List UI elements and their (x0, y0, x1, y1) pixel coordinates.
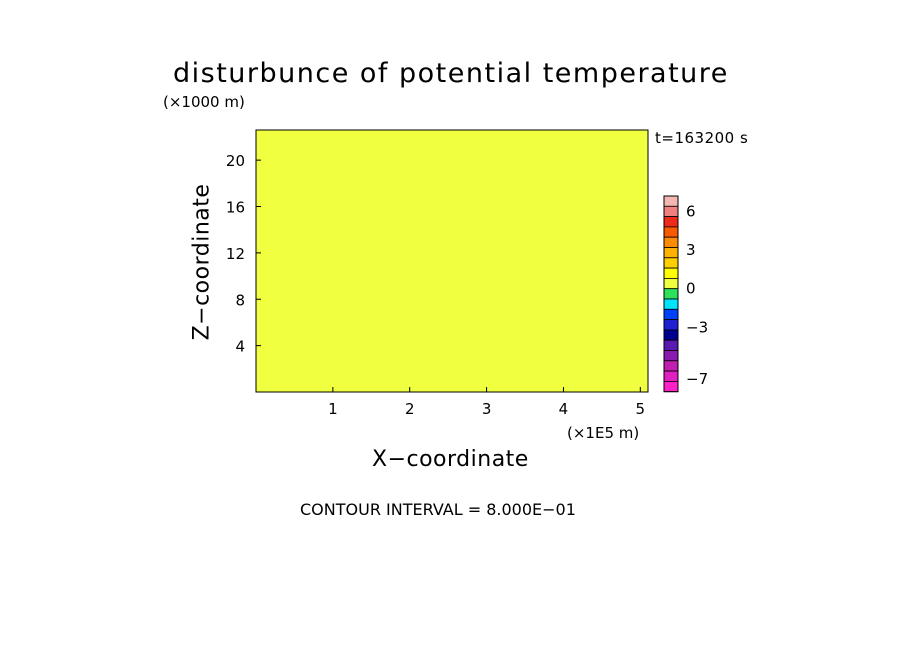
colorbar-swatch (663, 205, 679, 218)
colorbar-swatch (663, 236, 679, 248)
colorbar-swatch (663, 247, 679, 259)
x-axis-unit: (×1E5 m) (567, 424, 640, 442)
colorbar-swatch (663, 339, 679, 351)
colorbar-swatch (663, 288, 679, 300)
x-tick-label: 3 (482, 400, 492, 418)
x-axis: 1 2 3 4 5 (328, 387, 645, 418)
colorbar-swatch (663, 195, 679, 207)
x-tick-label: 1 (328, 400, 338, 418)
heatmap-field (256, 130, 648, 392)
time-label: t=163200 s (655, 129, 749, 147)
y-tick-label: 4 (235, 338, 245, 356)
y-axis-unit: (×1000 m) (163, 93, 245, 111)
colorbar-swatch (663, 380, 679, 393)
colorbar: 6 3 0 −3 −7 (663, 195, 708, 393)
colorbar-swatch (663, 257, 679, 269)
chart-title: disturbunce of potential temperature (173, 58, 729, 89)
colorbar-swatch (663, 308, 679, 320)
colorbar-tick-label: −7 (686, 370, 708, 388)
colorbar-swatch (663, 226, 679, 238)
x-tick-label: 4 (559, 400, 569, 418)
y-tick-label: 16 (226, 199, 245, 217)
colorbar-swatch (663, 329, 679, 341)
colorbar-swatch (663, 298, 679, 310)
colorbar-swatch (663, 319, 679, 331)
x-tick-label: 5 (636, 400, 646, 418)
y-axis: 4 8 12 16 20 (226, 152, 261, 356)
contour-interval-note: CONTOUR INTERVAL = 8.000E−01 (300, 500, 576, 519)
x-axis-label: X−coordinate (372, 447, 529, 472)
colorbar-swatch (663, 277, 679, 290)
colorbar-tick-label: −3 (686, 318, 708, 336)
colorbar-swatch (663, 350, 679, 362)
plot-frame (255, 129, 649, 393)
field-region (256, 130, 648, 392)
colorbar-swatch (663, 267, 679, 279)
colorbar-tick-label: 3 (686, 241, 696, 259)
colorbar-swatch (663, 370, 679, 382)
colorbar-swatch (663, 216, 679, 228)
colorbar-swatch (663, 360, 679, 372)
colorbar-tick-label: 6 (686, 202, 696, 220)
y-tick-label: 12 (226, 245, 245, 263)
colorbar-tick-label: 0 (686, 280, 696, 298)
colorbar-frame (663, 195, 679, 393)
x-tick-label: 2 (405, 400, 415, 418)
y-tick-label: 8 (235, 291, 245, 309)
y-tick-label: 20 (226, 152, 245, 170)
